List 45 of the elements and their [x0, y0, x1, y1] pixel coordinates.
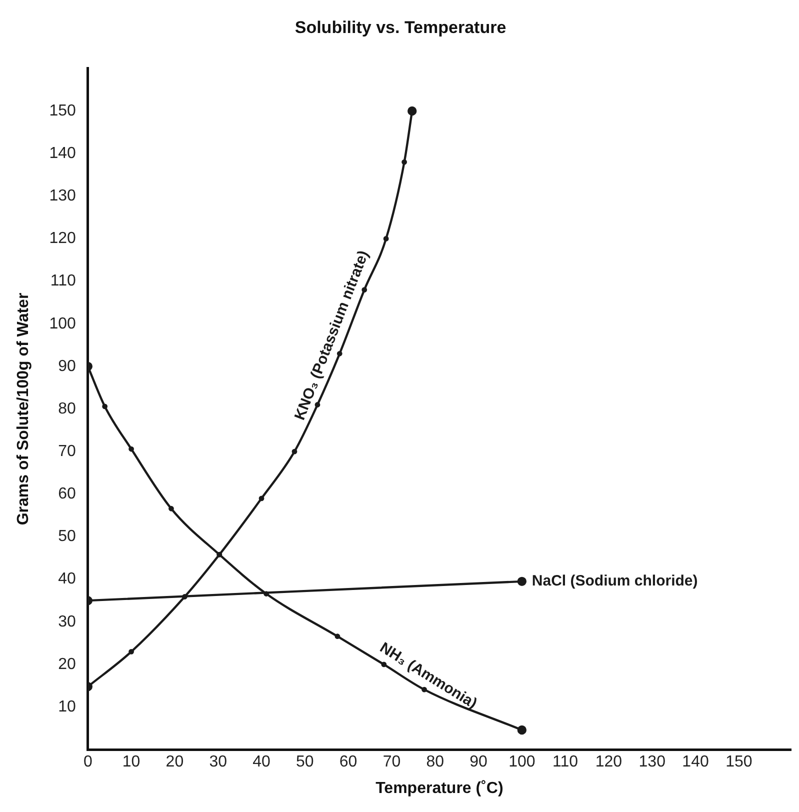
x-tick-label: 100 [508, 754, 536, 771]
y-tick-label: 20 [58, 656, 76, 673]
x-tick-label: 20 [166, 754, 184, 771]
series-label: NaCl (Sodium chloride) [532, 572, 698, 590]
x-tick-label: 10 [122, 754, 140, 771]
y-tick-label: 90 [58, 358, 76, 375]
chart-title: Solubility vs. Temperature [294, 18, 506, 37]
y-tick-label: 130 [49, 188, 76, 205]
y-tick-label: 30 [58, 613, 76, 630]
point [128, 648, 134, 654]
y-tick-label: 70 [58, 442, 76, 460]
x-tick-label: 60 [339, 754, 358, 771]
y-tick-label: 80 [58, 400, 76, 418]
x-tick-label: 0 [83, 754, 92, 771]
y-tick-label: 120 [49, 230, 76, 248]
x-tick-label: 90 [470, 754, 488, 771]
point [334, 634, 340, 640]
x-tick-label: 130 [638, 754, 666, 771]
y-tick-label: 100 [49, 315, 76, 332]
point [102, 404, 108, 410]
y-tick-label: 140 [49, 144, 76, 162]
y-tick-label: 40 [58, 570, 76, 588]
x-axis-title: Temperature (˚C) [376, 780, 504, 797]
x-tick-label: 50 [296, 754, 314, 771]
y-axis-title: Grams of Solute/100g of Water [15, 292, 32, 526]
x-tick-label: 140 [682, 754, 709, 771]
y-tick-label: 60 [58, 486, 76, 503]
point [383, 236, 389, 242]
point [258, 496, 264, 502]
x-tick-label: 70 [382, 754, 401, 771]
point [128, 446, 134, 452]
y-tick-label: 50 [58, 528, 76, 546]
point [292, 448, 298, 454]
x-tick-label: 30 [209, 754, 228, 771]
y-tick-label: 150 [49, 102, 76, 120]
x-tick-label: 80 [426, 754, 444, 771]
point [402, 159, 407, 165]
point [168, 506, 174, 512]
x-tick-label: 150 [726, 754, 752, 771]
x-tick-label: 110 [552, 754, 578, 771]
point [182, 594, 188, 600]
x-tick-label: 120 [595, 754, 622, 771]
y-tick-label: 10 [58, 698, 76, 716]
x-tick-label: 40 [252, 754, 270, 771]
y-tick-label: 110 [50, 272, 76, 290]
